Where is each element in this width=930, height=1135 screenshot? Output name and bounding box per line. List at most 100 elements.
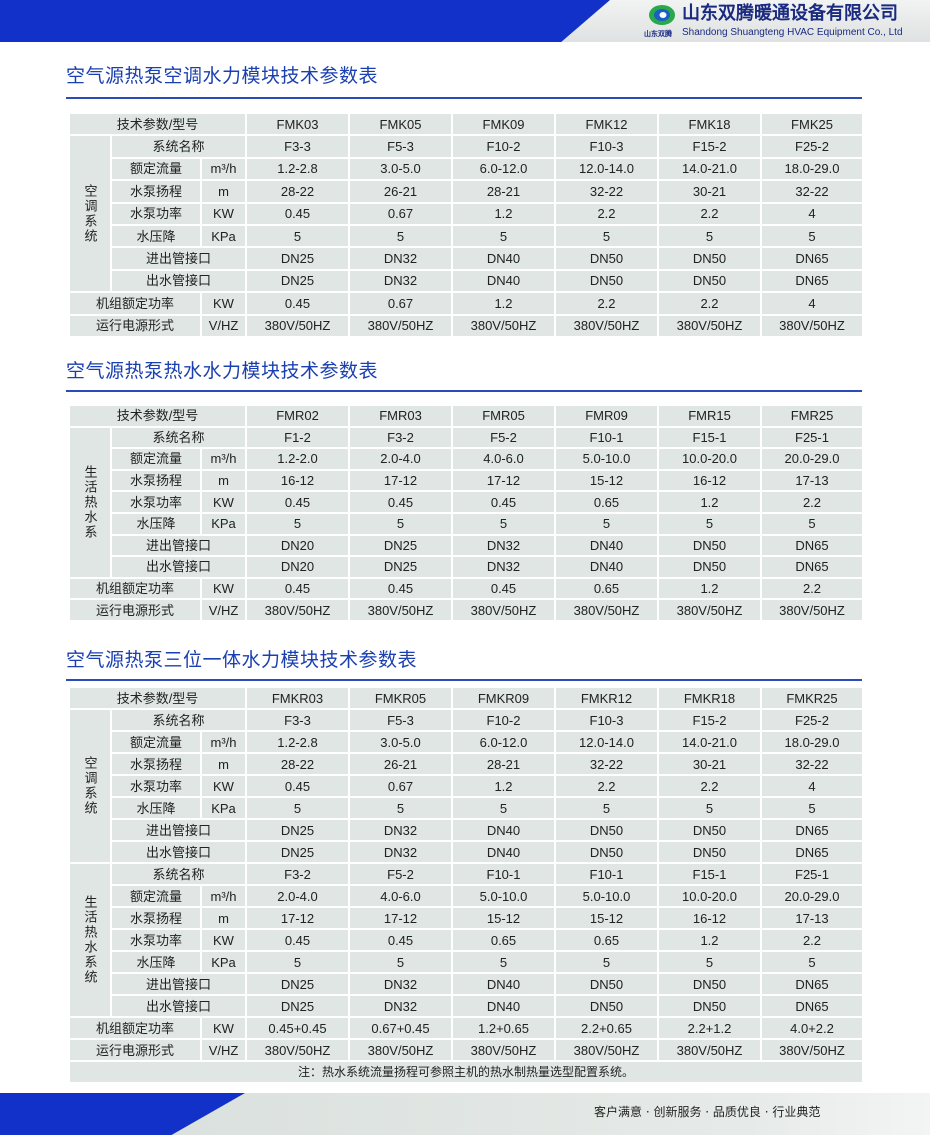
table-row: 空调系统 系统名称 F3-3 F5-3 F10-2 F10-3 F15-2 F25-2 (68, 134, 864, 294)
company-name-cn: 山东双腾暖通设备有限公司 (682, 3, 898, 24)
param-value: DN50 (554, 840, 659, 864)
spec-table-three-in-one: 技术参数/型号 FMKR03 FMKR05 FMKR09 FMKR12 FMKR18 FMK… (68, 686, 864, 1084)
logo-text: 山东双腾 (644, 30, 672, 38)
param-label: 机组额定功率 (68, 1016, 202, 1040)
param-value: 5 (760, 511, 864, 536)
model-header: FMK12 (554, 111, 659, 137)
param-value: 15-12 (554, 468, 659, 493)
param-label: 运行电源形式 (68, 1038, 202, 1062)
table-3-title: 空气源热泵三位一体水力模块技术参数表 (66, 649, 418, 671)
param-unit: m³/h (200, 447, 247, 471)
param-value: 5 (760, 223, 864, 249)
group-label: 生活热水系统 (68, 862, 112, 1018)
table-row: 水泵扬程 m 17-12 17-12 15-12 15-12 16-12 17-13 (69, 906, 864, 930)
param-value: 17-12 (348, 906, 453, 930)
param-unit: m³/h (200, 730, 247, 754)
param-value: 380V/50HZ (760, 313, 864, 338)
param-value: 5 (348, 223, 453, 249)
model-header: FMK09 (451, 111, 556, 137)
param-value: DN50 (554, 994, 659, 1018)
param-value: 1.2-2.8 (245, 730, 350, 754)
company-name-en: Shandong Shuangteng HVAC Equipment Co., … (682, 27, 903, 38)
param-value: F5-2 (451, 425, 556, 450)
param-label: 运行电源形式 (68, 598, 202, 622)
param-value: 1.2 (451, 291, 556, 316)
model-header: FMKR12 (554, 686, 659, 710)
param-value: 32-22 (554, 179, 659, 204)
param-label: 系统名称 (110, 862, 247, 886)
title-rule (66, 679, 862, 681)
param-label: 水压降 (110, 223, 202, 249)
param-unit: m (200, 468, 247, 493)
param-value: 0.45 (348, 576, 453, 601)
param-value: 0.67 (348, 201, 453, 226)
table-row: 进出管接口 DN25 DN32 DN40 DN50 DN50 DN65 (69, 972, 864, 996)
param-value: 28-22 (245, 179, 350, 204)
param-value: 2.2+0.65 (554, 1016, 659, 1040)
param-value: 380V/50HZ (760, 598, 864, 622)
param-value: DN40 (451, 994, 556, 1018)
param-value: F10-1 (451, 862, 556, 886)
param-value: 0.45 (245, 928, 350, 952)
spec-table-ac: 技术参数/型号 FMK03 FMK05 FMK09 FMK12 FMK18 FMK25 空调系… (68, 111, 864, 338)
param-value: 16-12 (657, 468, 762, 493)
param-value: 2.2+1.2 (657, 1016, 762, 1040)
param-unit: V/HZ (200, 598, 247, 622)
param-value: 380V/50HZ (554, 1038, 659, 1062)
param-value: 5 (451, 511, 556, 536)
param-value: 5 (451, 950, 556, 974)
param-value: 16-12 (657, 906, 762, 930)
model-header: FMR02 (245, 404, 350, 428)
param-value: 0.65 (554, 490, 659, 514)
table-row: 水泵功率 KW 0.45 0.45 0.45 0.65 1.2 2.2 (69, 490, 864, 514)
param-value: 17-12 (245, 906, 350, 930)
table-row: 技术参数/型号 FMK03 FMK05 FMK09 FMK12 FMK18 FMK25 (68, 111, 864, 137)
param-value: 2.0-4.0 (348, 447, 453, 471)
table-row: 生活热水系统 系统名称 F3-2 F5-2 F10-1 F10-1 F15-1 F25-1 (68, 862, 864, 1018)
header-label: 技术参数/型号 (68, 686, 247, 710)
param-unit: KW (200, 774, 247, 798)
param-value: DN40 (451, 840, 556, 864)
param-value: DN25 (245, 840, 350, 864)
param-value: 17-12 (348, 468, 453, 493)
param-value: 4 (760, 774, 864, 798)
table-row: 出水管接口 DN20 DN25 DN32 DN40 DN50 DN65 (69, 555, 864, 579)
table-row: 水泵扬程 m 28-22 26-21 28-21 32-22 30-21 32-22 (69, 179, 864, 204)
model-header: FMKR25 (760, 686, 864, 710)
param-unit: V/HZ (200, 313, 247, 338)
param-value: 4 (760, 201, 864, 226)
table-row: 水压降 KPa 5 5 5 5 5 5 (69, 796, 864, 820)
param-value: DN50 (657, 818, 762, 842)
table-row: 机组额定功率 KW 0.45+0.45 0.67+0.45 1.2+0.65 2.2+0.… (68, 1016, 864, 1040)
param-value: 5 (348, 796, 453, 820)
param-unit: KW (200, 490, 247, 514)
param-value: DN65 (760, 268, 864, 294)
param-value: 10.0-20.0 (657, 884, 762, 908)
param-value: F10-2 (451, 134, 556, 159)
param-label: 额定流量 (110, 447, 202, 471)
param-value: DN25 (245, 268, 350, 294)
table-row: 空调系统 系统名称 F3-3 F5-3 F10-2 F10-3 F15-2 F25-2 (68, 708, 864, 864)
table-note: 注：热水系统流量扬程可参照主机的热水制热量选型配置系统。 (68, 1060, 864, 1084)
param-value: 1.2 (657, 490, 762, 514)
model-header: FMKR05 (348, 686, 453, 710)
table-2-title: 空气源热泵热水水力模块技术参数表 (66, 360, 379, 382)
param-value: 2.2 (760, 928, 864, 952)
param-value: 380V/50HZ (245, 313, 350, 338)
param-value: DN32 (348, 246, 453, 271)
param-value: F15-1 (657, 862, 762, 886)
param-value: 26-21 (348, 752, 453, 776)
footer-slogan: 客户满意 · 创新服务 · 品质优良 · 行业典范 (594, 1105, 821, 1119)
param-label: 出水管接口 (110, 268, 247, 294)
param-value: 5.0-10.0 (451, 884, 556, 908)
param-value: 2.2 (760, 576, 864, 601)
param-value: 380V/50HZ (451, 598, 556, 622)
param-value: 32-22 (760, 752, 864, 776)
param-value: 0.45 (451, 576, 556, 601)
param-value: 5 (348, 511, 453, 536)
table-1-title: 空气源热泵空调水力模块技术参数表 (66, 65, 379, 87)
param-value: DN25 (245, 994, 350, 1018)
param-unit: m (200, 906, 247, 930)
param-value: 5 (760, 796, 864, 820)
param-value: 4.0-6.0 (348, 884, 453, 908)
